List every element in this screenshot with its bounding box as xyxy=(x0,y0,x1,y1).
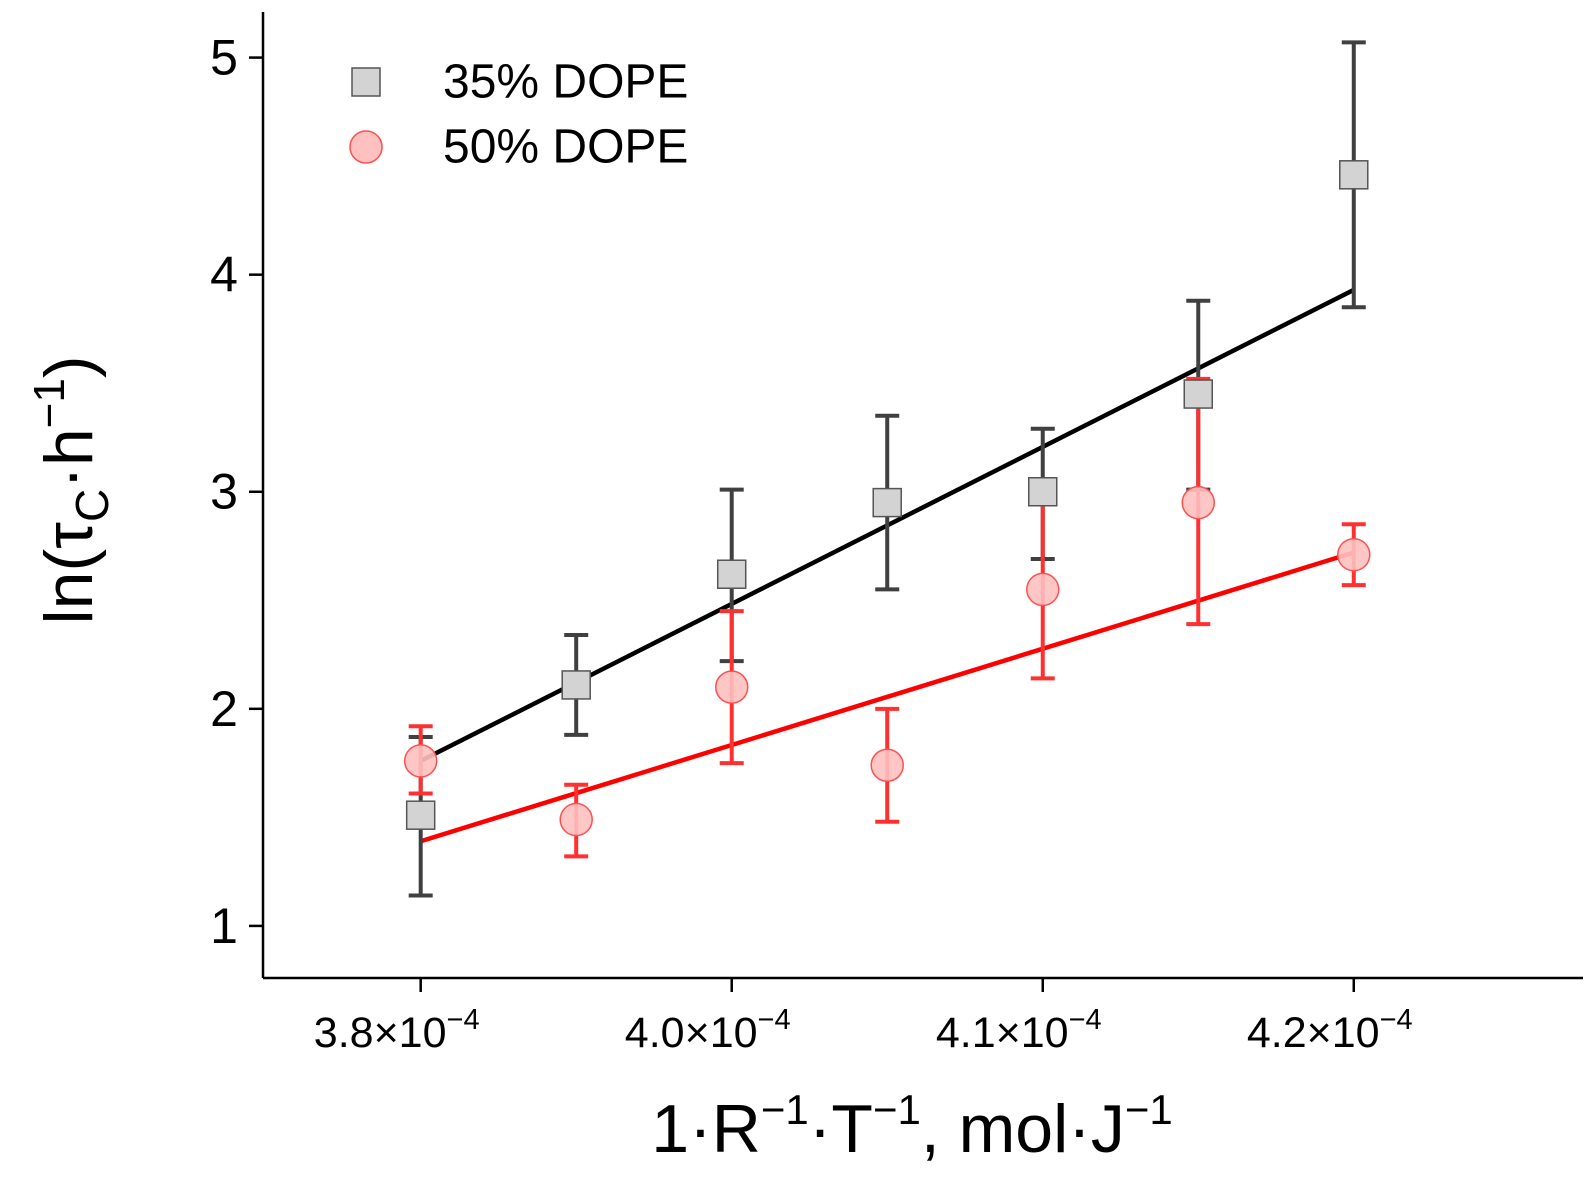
x-tick-mantissa: 4.0 xyxy=(625,1009,685,1057)
x-axis-title: 1·R−1·T−1, mol·J−1 xyxy=(651,1086,1172,1167)
data-point-35-dope xyxy=(872,487,902,518)
legend: 35% DOPE 50% DOPE xyxy=(349,56,688,174)
x-tick-exponent: −4 xyxy=(1069,1004,1102,1036)
legend-marker-35-dope xyxy=(351,67,381,97)
y-tick-label: 2 xyxy=(210,681,238,737)
data-point-50-dope xyxy=(714,670,749,704)
y-tick-label: 4 xyxy=(210,247,238,303)
x-tick-mantissa: 4.1 xyxy=(936,1009,996,1057)
data-point-35-dope xyxy=(716,559,747,589)
y-tick-label: 3 xyxy=(210,464,238,520)
data-point-35-dope xyxy=(405,800,436,830)
x-tick-label: 4.1×10−4 xyxy=(936,1004,1102,1057)
data-point-35-dope xyxy=(561,670,591,700)
data-point-50-dope xyxy=(559,802,593,837)
x-tick-label: 4.0×10−4 xyxy=(625,1004,791,1057)
x-tick-exponent: −4 xyxy=(447,1004,480,1036)
data-point-35-dope xyxy=(1339,160,1369,190)
y-axis-title: ln(τC·h−1) xyxy=(25,356,118,625)
y-tick-label: 5 xyxy=(210,30,238,86)
x-tick-exponent: −4 xyxy=(1380,1004,1413,1036)
data-point-50-dope xyxy=(1025,572,1060,607)
data-point-50-dope xyxy=(1337,537,1371,572)
axis-titles: 1·R−1·T−1, mol·J−1 ln(τC·h−1) xyxy=(25,356,1173,1167)
x-tick-label: 3.8×10−4 xyxy=(314,1004,480,1057)
axes: 1 2 3 4 5 3.8×10−4 4.0×10−4 4.1×10−4 4.2×10−4 xyxy=(210,12,1583,1057)
legend-label: 50% DOPE xyxy=(443,121,688,174)
data-markers xyxy=(403,160,1371,837)
legend-marker-50-dope xyxy=(349,130,383,164)
x-tick-exponent: −4 xyxy=(758,1004,791,1036)
x-tick-mantissa: 4.2 xyxy=(1247,1009,1307,1057)
x-tick-mantissa: 3.8 xyxy=(314,1009,374,1057)
data-point-50-dope xyxy=(1181,485,1216,520)
data-point-50-dope xyxy=(403,744,438,778)
data-point-35-dope xyxy=(1027,476,1058,507)
x-tick-label: 4.2×10−4 xyxy=(1247,1004,1413,1057)
data-point-35-dope xyxy=(1183,379,1214,409)
data-point-50-dope xyxy=(870,748,904,783)
legend-label: 35% DOPE xyxy=(443,56,688,109)
y-tick-label: 1 xyxy=(210,898,238,954)
